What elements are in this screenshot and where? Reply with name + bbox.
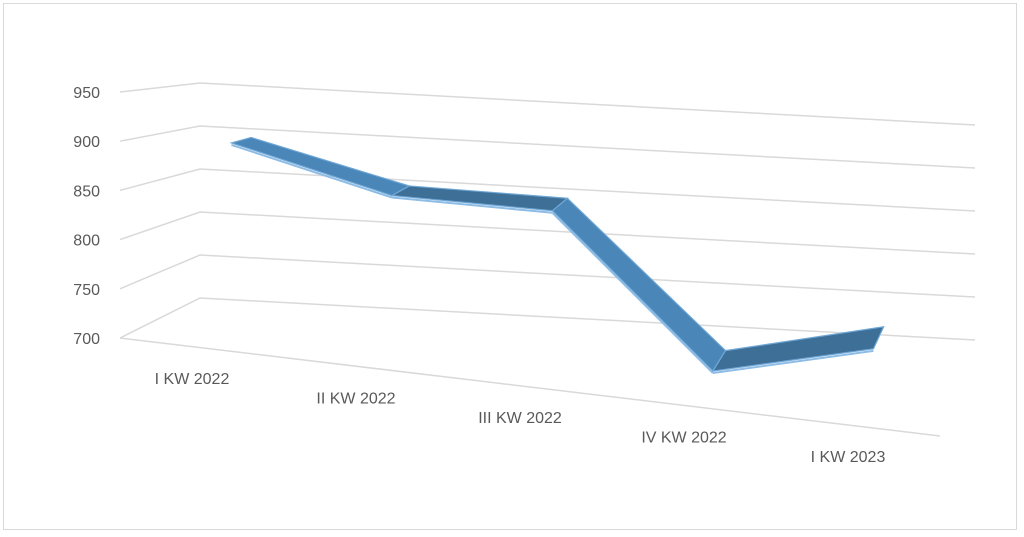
ribbon-segment (229, 136, 411, 197)
ribbon-segment (551, 197, 727, 372)
gridline (119, 297, 976, 341)
x-axis-ticks: I KW 2022 II KW 2022 III KW 2022 IV KW 2022… (155, 371, 886, 466)
ribbon-edge (712, 349, 874, 375)
gridline (119, 168, 976, 212)
ribbon-segment (389, 185, 569, 212)
y-tick-label: 800 (73, 233, 100, 250)
data-series (229, 136, 885, 375)
x-tick-label: III KW 2022 (478, 410, 562, 427)
ribbon-edge (551, 212, 714, 374)
ribbon-edge (231, 143, 393, 199)
x-axis-line (119, 337, 941, 437)
y-tick-label: 750 (73, 282, 100, 299)
y-tick-label: 850 (73, 183, 100, 200)
x-tick-label: IV KW 2022 (641, 430, 726, 447)
ribbon-segment (711, 326, 885, 372)
y-tick-label: 700 (73, 331, 100, 348)
y-axis-ticks: 700 750 800 850 900 950 (73, 85, 100, 348)
gridline (119, 254, 976, 298)
y-tick-label: 900 (73, 134, 100, 151)
gridlines (119, 82, 976, 437)
x-tick-label: I KW 2022 (155, 371, 230, 388)
gridline (119, 211, 976, 255)
y-tick-label: 950 (73, 85, 100, 102)
gridline (119, 125, 976, 169)
ribbon-edge (391, 196, 553, 214)
gridline (119, 82, 976, 126)
x-tick-label: II KW 2022 (316, 390, 395, 407)
x-tick-label: I KW 2023 (811, 449, 886, 466)
